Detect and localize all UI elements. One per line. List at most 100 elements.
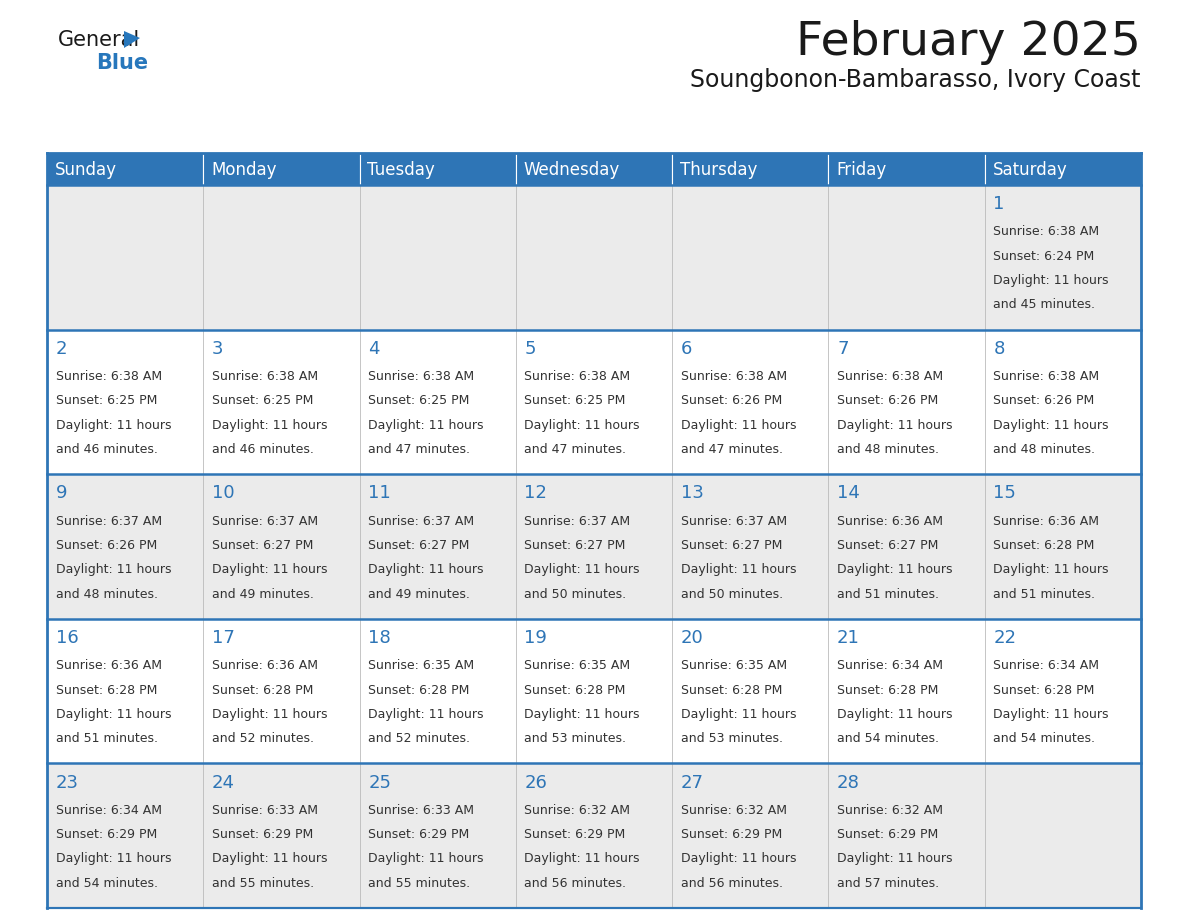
Text: 13: 13 xyxy=(681,485,703,502)
Bar xyxy=(203,475,360,619)
Bar xyxy=(985,475,1140,619)
Text: Daylight: 11 hours: Daylight: 11 hours xyxy=(838,419,953,431)
Bar xyxy=(828,185,985,330)
Text: 1: 1 xyxy=(993,196,1005,213)
Text: and 47 minutes.: and 47 minutes. xyxy=(368,443,470,456)
Text: 18: 18 xyxy=(368,629,391,647)
Text: 17: 17 xyxy=(211,629,235,647)
Text: Sunset: 6:29 PM: Sunset: 6:29 PM xyxy=(524,828,626,841)
Text: Sunrise: 6:37 AM: Sunrise: 6:37 AM xyxy=(368,515,474,528)
Text: 28: 28 xyxy=(838,774,860,791)
Text: Sunrise: 6:32 AM: Sunrise: 6:32 AM xyxy=(681,804,786,817)
Text: Daylight: 11 hours: Daylight: 11 hours xyxy=(524,708,640,721)
Bar xyxy=(828,619,985,764)
Text: Sunrise: 6:37 AM: Sunrise: 6:37 AM xyxy=(524,515,631,528)
Text: Sunset: 6:28 PM: Sunset: 6:28 PM xyxy=(211,684,314,697)
Text: Monday: Monday xyxy=(211,161,277,179)
Text: and 55 minutes.: and 55 minutes. xyxy=(368,877,470,890)
Bar xyxy=(360,475,516,619)
Text: Sunrise: 6:38 AM: Sunrise: 6:38 AM xyxy=(56,370,162,383)
Text: Sunrise: 6:32 AM: Sunrise: 6:32 AM xyxy=(838,804,943,817)
Text: 4: 4 xyxy=(368,340,380,358)
Bar xyxy=(516,475,672,619)
Text: Sunset: 6:28 PM: Sunset: 6:28 PM xyxy=(368,684,469,697)
Bar xyxy=(203,330,360,475)
Text: Saturday: Saturday xyxy=(992,161,1067,179)
Text: Sunset: 6:26 PM: Sunset: 6:26 PM xyxy=(681,395,782,408)
Bar xyxy=(516,185,672,330)
Text: Daylight: 11 hours: Daylight: 11 hours xyxy=(524,853,640,866)
Text: Sunrise: 6:38 AM: Sunrise: 6:38 AM xyxy=(838,370,943,383)
Bar xyxy=(672,764,828,908)
Text: 23: 23 xyxy=(56,774,78,791)
Text: and 51 minutes.: and 51 minutes. xyxy=(56,733,158,745)
Text: and 49 minutes.: and 49 minutes. xyxy=(368,588,470,600)
Text: Daylight: 11 hours: Daylight: 11 hours xyxy=(211,419,328,431)
Text: Sunrise: 6:34 AM: Sunrise: 6:34 AM xyxy=(838,659,943,672)
Text: Tuesday: Tuesday xyxy=(367,161,435,179)
Text: 19: 19 xyxy=(524,629,548,647)
Text: and 51 minutes.: and 51 minutes. xyxy=(993,588,1095,600)
Text: Sunrise: 6:34 AM: Sunrise: 6:34 AM xyxy=(56,804,162,817)
Text: and 54 minutes.: and 54 minutes. xyxy=(56,877,158,890)
Text: February 2025: February 2025 xyxy=(796,20,1140,65)
Text: and 54 minutes.: and 54 minutes. xyxy=(838,733,939,745)
Text: 24: 24 xyxy=(211,774,235,791)
Text: Sunset: 6:27 PM: Sunset: 6:27 PM xyxy=(524,539,626,552)
Text: Friday: Friday xyxy=(836,161,886,179)
Text: Daylight: 11 hours: Daylight: 11 hours xyxy=(681,564,796,577)
Bar xyxy=(672,330,828,475)
Text: Sunset: 6:29 PM: Sunset: 6:29 PM xyxy=(681,828,782,841)
Text: 5: 5 xyxy=(524,340,536,358)
Text: and 45 minutes.: and 45 minutes. xyxy=(993,298,1095,311)
Text: 9: 9 xyxy=(56,485,67,502)
Text: 22: 22 xyxy=(993,629,1016,647)
Bar xyxy=(672,619,828,764)
Text: Sunset: 6:28 PM: Sunset: 6:28 PM xyxy=(993,684,1094,697)
Text: Daylight: 11 hours: Daylight: 11 hours xyxy=(524,419,640,431)
Text: Sunrise: 6:38 AM: Sunrise: 6:38 AM xyxy=(993,370,1099,383)
Bar xyxy=(48,153,203,185)
Text: 21: 21 xyxy=(838,629,860,647)
Text: Sunrise: 6:33 AM: Sunrise: 6:33 AM xyxy=(211,804,318,817)
Text: and 46 minutes.: and 46 minutes. xyxy=(56,443,158,456)
Bar xyxy=(48,619,203,764)
Text: and 50 minutes.: and 50 minutes. xyxy=(681,588,783,600)
Bar xyxy=(203,619,360,764)
Bar xyxy=(48,330,203,475)
Text: Sunset: 6:29 PM: Sunset: 6:29 PM xyxy=(56,828,157,841)
Text: Sunrise: 6:35 AM: Sunrise: 6:35 AM xyxy=(681,659,786,672)
Text: Sunrise: 6:36 AM: Sunrise: 6:36 AM xyxy=(211,659,318,672)
Bar xyxy=(828,475,985,619)
Text: 25: 25 xyxy=(368,774,391,791)
Text: and 46 minutes.: and 46 minutes. xyxy=(211,443,314,456)
Text: Sunset: 6:26 PM: Sunset: 6:26 PM xyxy=(993,395,1094,408)
Text: 7: 7 xyxy=(838,340,848,358)
Text: Sunrise: 6:37 AM: Sunrise: 6:37 AM xyxy=(56,515,162,528)
Text: Daylight: 11 hours: Daylight: 11 hours xyxy=(211,853,328,866)
Text: and 51 minutes.: and 51 minutes. xyxy=(838,588,939,600)
Text: Sunset: 6:28 PM: Sunset: 6:28 PM xyxy=(524,684,626,697)
Bar xyxy=(828,330,985,475)
Text: Sunset: 6:25 PM: Sunset: 6:25 PM xyxy=(368,395,469,408)
Bar xyxy=(360,330,516,475)
Text: Daylight: 11 hours: Daylight: 11 hours xyxy=(681,419,796,431)
Text: Sunset: 6:29 PM: Sunset: 6:29 PM xyxy=(838,828,939,841)
Text: Sunrise: 6:36 AM: Sunrise: 6:36 AM xyxy=(993,515,1099,528)
Text: Daylight: 11 hours: Daylight: 11 hours xyxy=(368,853,484,866)
Text: Daylight: 11 hours: Daylight: 11 hours xyxy=(211,708,328,721)
Text: Sunrise: 6:37 AM: Sunrise: 6:37 AM xyxy=(211,515,318,528)
Text: Sunset: 6:25 PM: Sunset: 6:25 PM xyxy=(56,395,157,408)
Text: Sunrise: 6:38 AM: Sunrise: 6:38 AM xyxy=(368,370,474,383)
Text: Daylight: 11 hours: Daylight: 11 hours xyxy=(56,853,171,866)
Text: Sunrise: 6:35 AM: Sunrise: 6:35 AM xyxy=(524,659,631,672)
Text: and 47 minutes.: and 47 minutes. xyxy=(524,443,626,456)
Text: Daylight: 11 hours: Daylight: 11 hours xyxy=(368,708,484,721)
Bar xyxy=(985,330,1140,475)
Text: Soungbonon-Bambarasso, Ivory Coast: Soungbonon-Bambarasso, Ivory Coast xyxy=(690,68,1140,92)
Text: Daylight: 11 hours: Daylight: 11 hours xyxy=(524,564,640,577)
Text: and 53 minutes.: and 53 minutes. xyxy=(524,733,626,745)
Text: Sunset: 6:26 PM: Sunset: 6:26 PM xyxy=(838,395,939,408)
Bar xyxy=(48,185,203,330)
Text: Blue: Blue xyxy=(96,53,148,73)
